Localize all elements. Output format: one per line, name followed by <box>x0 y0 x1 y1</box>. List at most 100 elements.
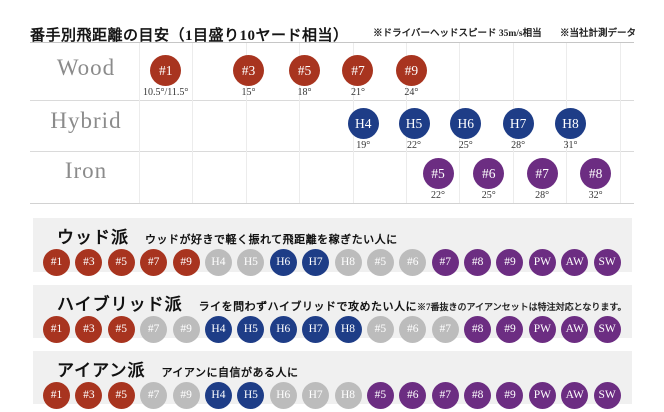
section-note: ※7番抜きのアイアンセットは特注対応となります。 <box>416 302 627 312</box>
iron-fan-club-h7: H7 <box>302 382 330 409</box>
club-set-row: #1 #3 #5 #7 #9 H4 H5 H6 H7 H8 #5 #6 #7 #8 #9 PW AW SW <box>33 316 632 343</box>
club-set-row: #1 #3 #5 #7 #9 H4 H5 H6 H7 H8 #5 #6 #7 #8 #9 PW AW SW <box>33 382 632 409</box>
gridline <box>459 43 461 203</box>
gridline <box>406 43 407 203</box>
iron-fan-club-8: #8 <box>464 382 492 409</box>
hybrid-fan-club-9: #9 <box>496 316 524 343</box>
chart-club-wood-1-circle: #1 <box>150 54 182 86</box>
iron-fan-club-h8: H8 <box>334 382 362 409</box>
hybrid-fan-club-1: #1 <box>43 316 70 343</box>
chart-club-wood-5-circle: #5 <box>289 54 321 86</box>
wood-fan-club-5: #5 <box>366 249 394 276</box>
hybrid-fan-club-3: #3 <box>75 316 103 343</box>
gridline <box>566 43 568 203</box>
chart-club-wood-9-circle: #9 <box>395 54 427 86</box>
row-separator <box>30 100 634 101</box>
wood-fan-club-sw: SW <box>593 249 621 276</box>
wood-fan-club-5: #5 <box>107 249 135 276</box>
chart-club-hybrid-h5-circle: H5 <box>398 107 430 139</box>
gridline <box>192 43 194 203</box>
section-wood-fan: ウッド派 ウッドが好きで軽く振れて飛距離を稼ぎたい人に #1 #3 #5 #7 #9 H4… <box>33 218 632 276</box>
club-set-row: #1 #3 #5 #7 #9 H4 H5 H6 H7 H8 #5 #6 #7 #8 #9 PW AW SW <box>33 249 632 276</box>
section-iron-fan: アイアン派 アイアンに自信がある人に #1 #3 #5 #7 #9 H4 H5 H6 H7 H8 #… <box>33 351 632 409</box>
chart-club-iron-7-circle: #7 <box>526 157 558 189</box>
wood-fan-club-3: #3 <box>75 249 103 276</box>
hybrid-fan-club-h6: H6 <box>269 316 297 343</box>
section-head: ウッド派 ウッドが好きで軽く振れて飛距離を稼ぎたい人に <box>33 218 632 248</box>
section-head: アイアン派 アイアンに自信がある人に <box>33 351 632 381</box>
hybrid-fan-club-7: #7 <box>431 316 459 343</box>
wood-fan-club-h5: H5 <box>237 249 265 276</box>
wood-fan-club-h7: H7 <box>302 249 330 276</box>
iron-fan-club-sw: SW <box>593 382 621 409</box>
chart-club-hybrid-h5-loft: 22° <box>407 140 421 151</box>
section-head: ハイブリッド派 ライを問わずハイブリッドで攻めたい人に ※7番抜きのアイアンセッ… <box>33 285 632 315</box>
chart-club-hybrid-h8-circle: H8 <box>554 107 586 139</box>
iron-fan-club-h5: H5 <box>237 382 265 409</box>
wood-fan-club-aw: AW <box>561 249 589 276</box>
chart-club-wood-3-circle: #3 <box>232 54 264 86</box>
iron-fan-club-7: #7 <box>431 382 459 409</box>
chart-club-hybrid-h7-circle: H7 <box>502 107 534 139</box>
note-measured-data: ※当社計測データ <box>559 29 636 39</box>
section-title: アイアン派 <box>57 361 146 380</box>
chart-club-hybrid-h4-loft: 19° <box>356 140 371 151</box>
chart-club-iron-7-loft: 28° <box>535 190 550 201</box>
wood-fan-club-7: #7 <box>140 249 168 276</box>
gridline <box>512 43 514 203</box>
chart-bottom-line <box>30 203 634 204</box>
chart-club-hybrid-h6-circle: H6 <box>450 107 482 139</box>
wood-fan-club-pw: PW <box>528 249 556 276</box>
hybrid-fan-club-aw: AW <box>561 316 589 343</box>
chart-club-iron-8-circle: #8 <box>580 157 612 189</box>
wood-fan-club-1: #1 <box>43 249 70 276</box>
gridline <box>619 43 621 203</box>
hybrid-fan-club-h8: H8 <box>334 316 362 343</box>
iron-fan-club-h6: H6 <box>269 382 297 409</box>
chart-club-wood-7-circle: #7 <box>342 54 374 86</box>
iron-fan-club-3: #3 <box>75 382 103 409</box>
chart-club-hybrid-h7-loft: 28° <box>511 140 526 151</box>
hybrid-fan-club-h4: H4 <box>204 316 232 343</box>
chart-club-iron-8-loft: 32° <box>588 190 603 201</box>
iron-fan-club-pw: PW <box>528 382 556 409</box>
wood-fan-club-h6: H6 <box>269 249 297 276</box>
chart-club-iron-6-circle: #6 <box>473 157 505 189</box>
iron-fan-club-1: #1 <box>43 382 70 409</box>
row-separator <box>30 151 634 152</box>
wood-fan-club-6: #6 <box>399 249 427 276</box>
section-description: ウッドが好きで軽く振れて飛距離を稼ぎたい人に <box>145 234 398 246</box>
chart-club-wood-1-loft: 10.5°/11.5° <box>142 87 189 98</box>
hybrid-fan-club-pw: PW <box>528 316 556 343</box>
chart-club-wood-3-loft: 15° <box>241 87 256 98</box>
chart-club-wood-9-loft: 24° <box>404 87 419 98</box>
section-description: アイアンに自信がある人に <box>161 367 299 379</box>
chart-club-wood-5-loft: 18° <box>297 87 312 98</box>
chart-club-iron-5-circle: #5 <box>422 157 454 189</box>
hybrid-fan-club-sw: SW <box>593 316 621 343</box>
iron-fan-club-5: #5 <box>366 382 394 409</box>
chart-club-hybrid-h6-loft: 25° <box>458 140 473 151</box>
iron-fan-club-h4: H4 <box>204 382 232 409</box>
gridline <box>299 43 301 203</box>
row-label-iron: Iron <box>64 158 108 183</box>
chart-club-iron-5-loft: 22° <box>431 190 446 201</box>
iron-fan-club-9: #9 <box>496 382 524 409</box>
chart-club-wood-7-loft: 21° <box>350 87 365 98</box>
chart-club-hybrid-h4-circle: H4 <box>347 107 379 139</box>
iron-fan-club-aw: AW <box>561 382 589 409</box>
page-title: 番手別飛距離の目安（1目盛り10ヤード相当） <box>30 28 349 45</box>
iron-fan-club-7: #7 <box>140 382 168 409</box>
note-headspeed: ※ドライバーヘッドスピード 35m/s相当 <box>373 29 542 39</box>
iron-fan-club-9: #9 <box>172 382 200 409</box>
section-title: ウッド派 <box>57 228 129 247</box>
gridline <box>245 43 247 203</box>
iron-fan-club-5: #5 <box>107 382 135 409</box>
row-label-wood: Wood <box>56 55 116 80</box>
section-description: ライを問わずハイブリッドで攻めたい人に <box>198 301 417 313</box>
section-title: ハイブリッド派 <box>57 295 183 314</box>
hybrid-fan-club-7: #7 <box>140 316 168 343</box>
hybrid-fan-club-h7: H7 <box>302 316 330 343</box>
hybrid-fan-club-h5: H5 <box>237 316 265 343</box>
hybrid-fan-club-5: #5 <box>107 316 135 343</box>
